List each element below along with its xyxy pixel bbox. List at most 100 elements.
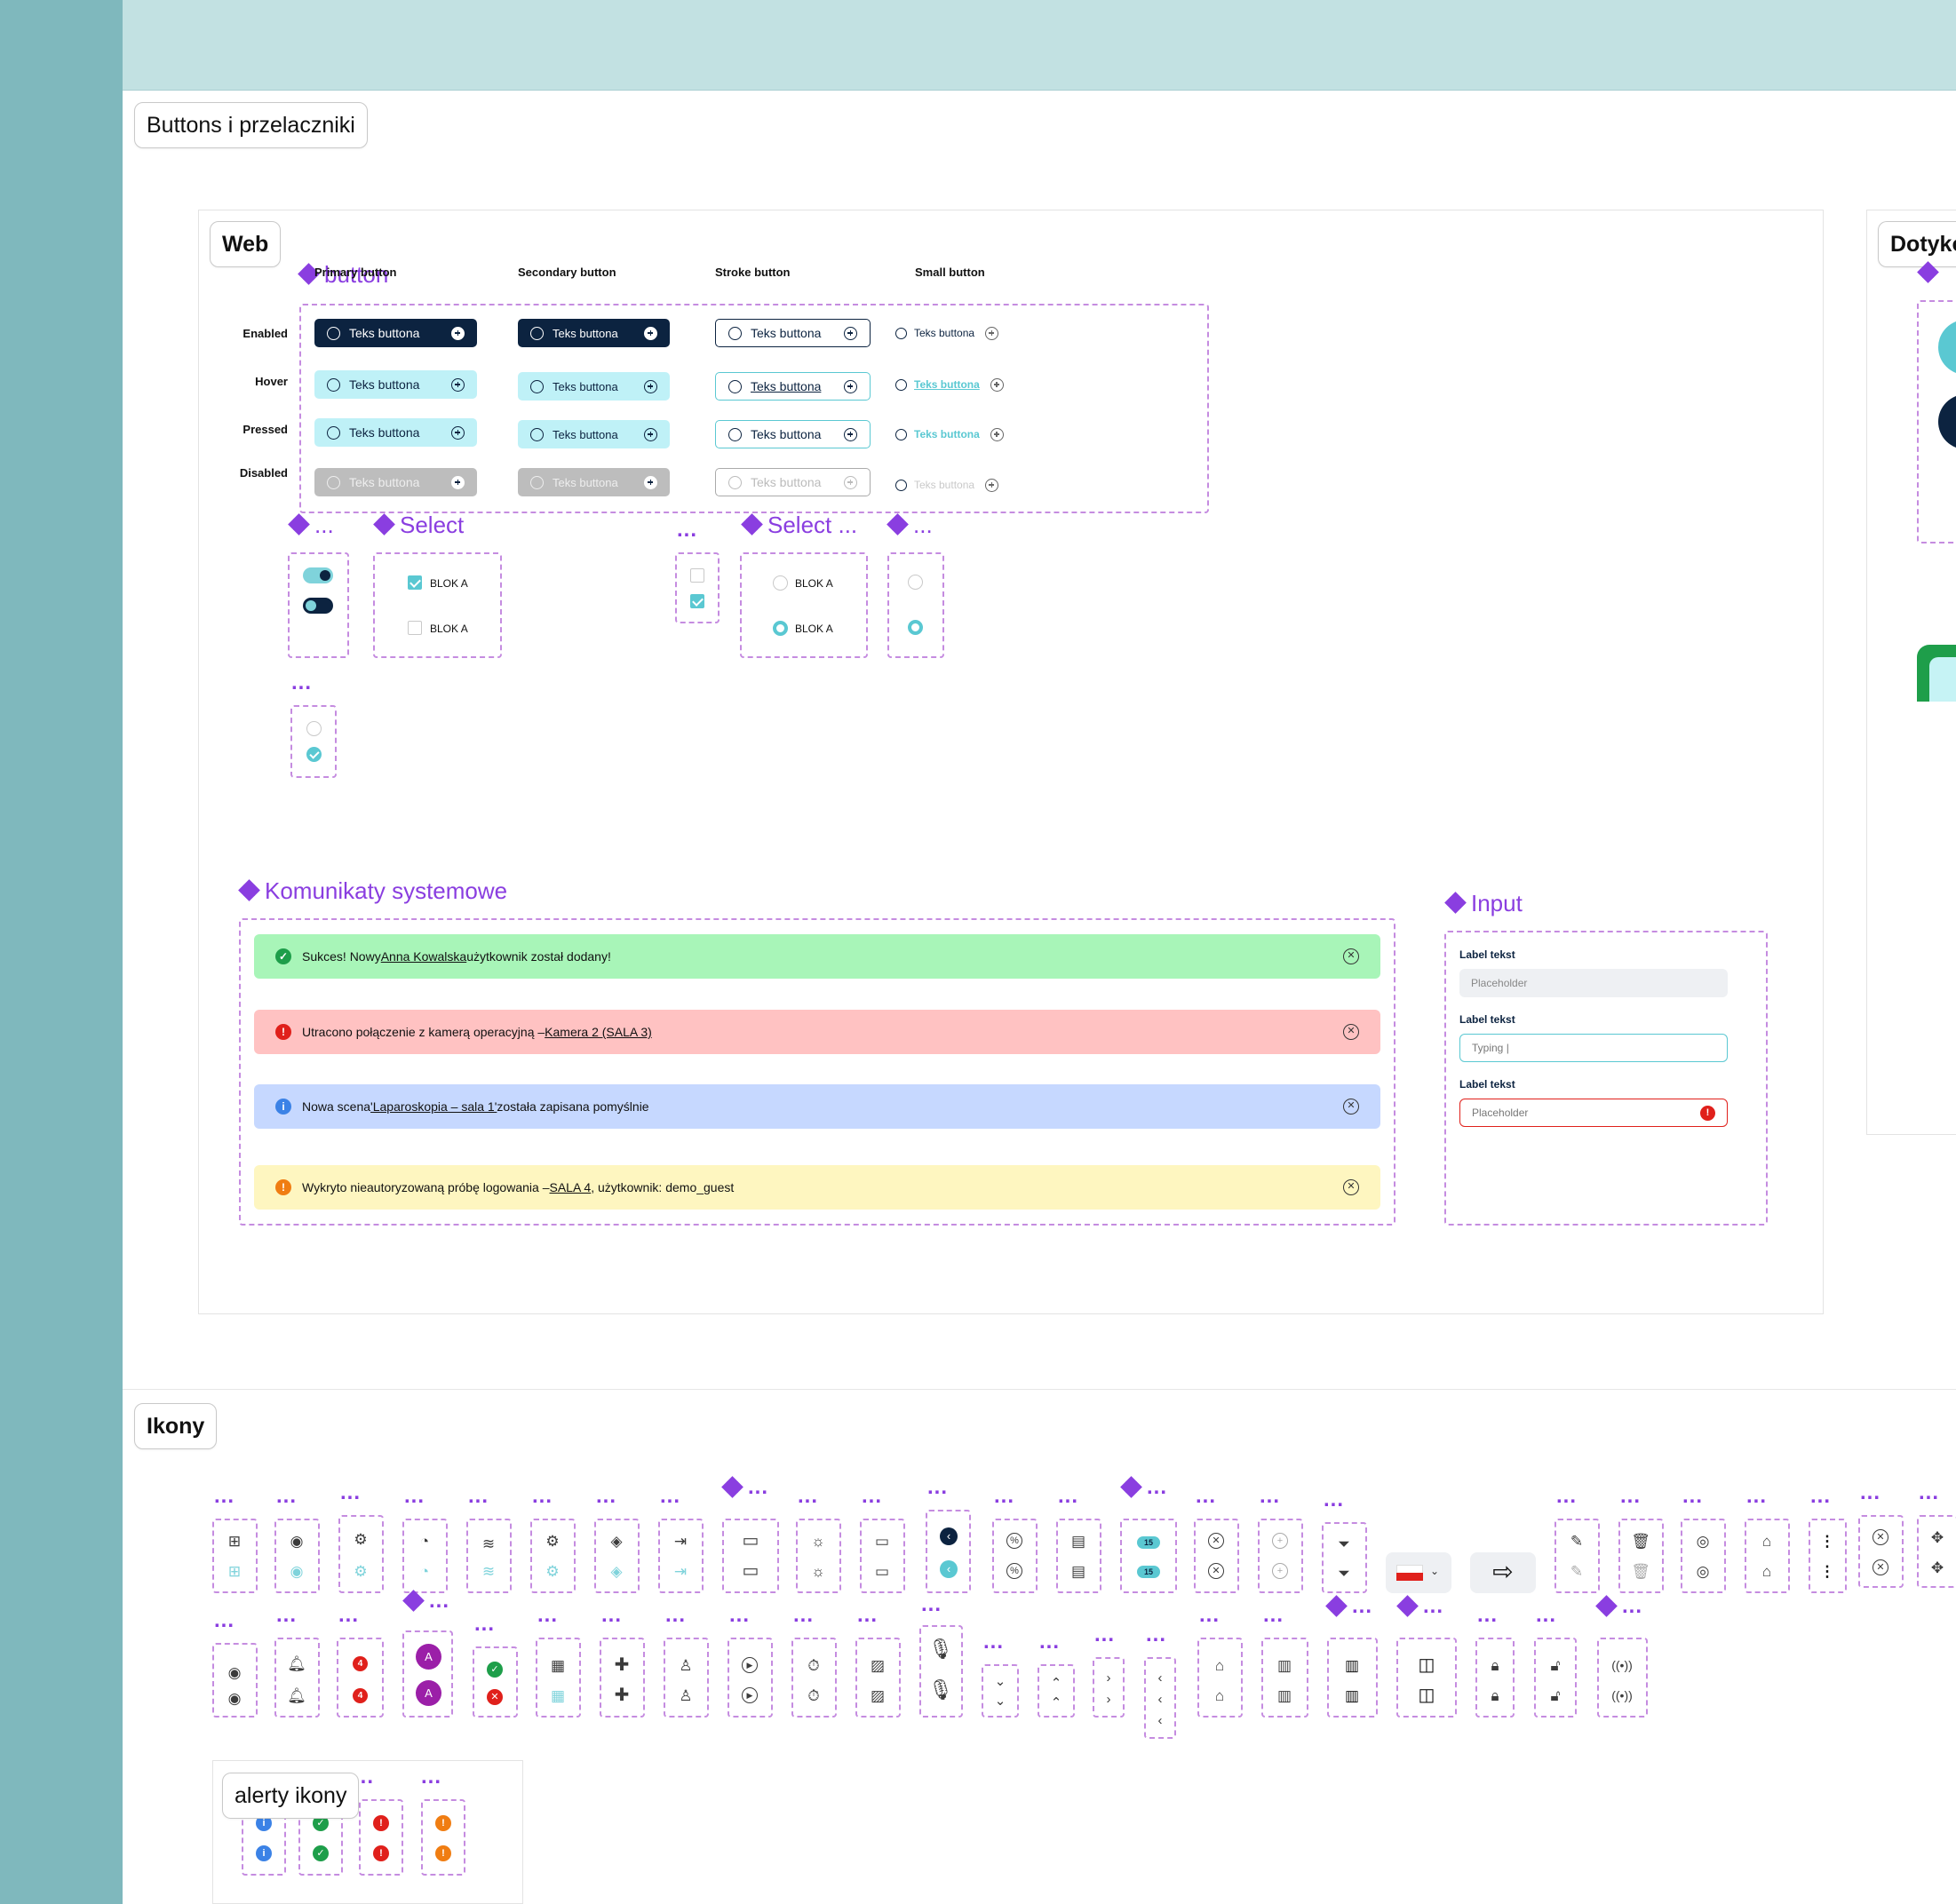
video-camera-icon[interactable]: ▭: [742, 1531, 759, 1551]
primary-button-hover[interactable]: Teks buttona: [314, 370, 477, 399]
layout-columns-icon[interactable]: ▥: [1344, 1656, 1360, 1674]
primary-button-pressed[interactable]: Teks buttona: [314, 418, 477, 447]
target-icon[interactable]: ◎: [1696, 1562, 1710, 1580]
toggle-on[interactable]: [303, 567, 333, 583]
stroke-button-disabled[interactable]: Teks buttona: [715, 468, 871, 496]
close-circle-icon[interactable]: ✕: [1208, 1533, 1224, 1549]
checkbox-checked[interactable]: [690, 594, 704, 608]
back-icon[interactable]: ‹: [940, 1527, 958, 1545]
close-icon[interactable]: ✕: [1343, 948, 1359, 964]
more-vertical-icon[interactable]: ⋮: [1819, 1532, 1835, 1550]
gear-icon[interactable]: ⚙: [545, 1532, 560, 1550]
save-icon[interactable]: ▤: [1070, 1562, 1086, 1580]
timer-icon[interactable]: ⏱: [807, 1686, 820, 1704]
radio-unselected[interactable]: [306, 721, 322, 736]
unlock-icon[interactable]: 🔓︎: [1550, 1686, 1561, 1704]
medical-cross-icon[interactable]: ✚: [614, 1686, 630, 1705]
columns-icon[interactable]: ▥: [1276, 1686, 1292, 1704]
microphone-icon[interactable]: 🎙︎: [928, 1678, 953, 1701]
input-default[interactable]: Placeholder: [1459, 969, 1728, 997]
broadcast-icon[interactable]: ((•)): [1611, 1688, 1633, 1702]
percent-icon[interactable]: %: [1006, 1563, 1022, 1579]
gear-icon[interactable]: ⚙: [545, 1562, 560, 1580]
chevron-up-icon[interactable]: ⌃: [1050, 1675, 1062, 1691]
surgical-lamp-icon[interactable]: ☼: [811, 1562, 825, 1580]
small-button-hover[interactable]: Teks buttona: [895, 376, 1011, 393]
calendar-icon[interactable]: ▦: [550, 1656, 566, 1674]
avatar[interactable]: A: [416, 1680, 441, 1706]
medical-cross-icon[interactable]: ✚: [614, 1655, 630, 1675]
login-icon[interactable]: ⇥: [673, 1562, 688, 1580]
chevron-up-icon[interactable]: ⌃: [1050, 1694, 1062, 1710]
add-circle-icon[interactable]: +: [1272, 1533, 1288, 1549]
chevron-left-icon[interactable]: ‹: [1157, 1691, 1163, 1707]
eye-icon[interactable]: ◉: [227, 1689, 242, 1707]
home-settings-icon[interactable]: ⌂: [1761, 1562, 1772, 1580]
filter-icon[interactable]: ⏷: [1338, 1535, 1350, 1552]
monitor-icon[interactable]: ▭: [874, 1532, 890, 1550]
video-camera-icon[interactable]: ▭: [742, 1561, 759, 1581]
input-typing[interactable]: Typing |: [1459, 1034, 1728, 1062]
image-icon[interactable]: ▨: [870, 1656, 886, 1674]
image-icon[interactable]: ▨: [870, 1686, 886, 1704]
pie-chart-icon[interactable]: ◔: [419, 1532, 430, 1550]
checkbox-unchecked[interactable]: [690, 568, 704, 583]
radio-unselected[interactable]: [908, 575, 923, 590]
home-icon[interactable]: ⌂: [1214, 1686, 1225, 1704]
radio-checked-icon[interactable]: [306, 747, 322, 762]
doctor-icon[interactable]: ♙: [679, 1656, 693, 1674]
filter-icon[interactable]: ⏷: [1338, 1564, 1350, 1582]
small-button-enabled[interactable]: Teks buttona: [895, 324, 1011, 342]
layers-icon[interactable]: ≋: [481, 1562, 496, 1580]
stroke-button-enabled[interactable]: Teks buttona: [715, 319, 871, 347]
checkbox-checked[interactable]: [408, 575, 422, 590]
close-icon[interactable]: ✕: [1343, 1024, 1359, 1040]
play-icon[interactable]: ▶: [742, 1657, 758, 1673]
direction-icon[interactable]: ◈: [610, 1562, 623, 1580]
close-circle-icon[interactable]: ✕: [1208, 1563, 1224, 1579]
user-settings-icon[interactable]: ⚙: [354, 1562, 368, 1580]
avatar[interactable]: A: [416, 1644, 441, 1670]
user-settings-icon[interactable]: ⚙: [354, 1530, 368, 1548]
layout-columns-icon[interactable]: ▥: [1344, 1686, 1360, 1704]
surgical-lamp-icon[interactable]: ☼: [811, 1532, 825, 1550]
pie-chart-icon[interactable]: ◔: [419, 1562, 430, 1580]
microphone-icon[interactable]: 🎙︎: [928, 1638, 953, 1660]
stroke-button-pressed[interactable]: Teks buttona: [715, 420, 871, 448]
alert-link[interactable]: Anna Kowalska: [380, 949, 467, 964]
chevron-right-icon[interactable]: ›: [1106, 1691, 1111, 1707]
more-vertical-icon[interactable]: ⋮: [1819, 1562, 1835, 1580]
timer-icon[interactable]: ⏱: [807, 1656, 820, 1674]
radio-unselected[interactable]: [773, 575, 788, 591]
chevron-left-icon[interactable]: ‹: [1157, 1712, 1163, 1728]
broadcast-icon[interactable]: ((•)): [1611, 1658, 1633, 1672]
doctor-icon[interactable]: ♙: [679, 1686, 693, 1704]
save-icon[interactable]: ▤: [1070, 1532, 1086, 1550]
secondary-button-hover[interactable]: Teks buttona: [518, 372, 670, 401]
home-settings-icon[interactable]: ⌂: [1761, 1532, 1772, 1550]
chevron-down-icon[interactable]: ⌄: [994, 1693, 1006, 1709]
alert-link[interactable]: 'Laparoskopia – sala 1': [370, 1099, 497, 1114]
direction-icon[interactable]: ◈: [610, 1532, 623, 1550]
lock-icon[interactable]: 🔒︎: [1491, 1656, 1499, 1674]
split-layout-icon[interactable]: ◫: [1418, 1655, 1435, 1675]
user-icon[interactable]: ◉: [290, 1532, 304, 1550]
chevron-left-icon[interactable]: ‹: [1157, 1670, 1163, 1686]
unlock-icon[interactable]: 🔓︎: [1550, 1656, 1561, 1674]
chevron-down-icon[interactable]: ⌄: [994, 1673, 1006, 1689]
layers-icon[interactable]: ≋: [481, 1535, 496, 1552]
grid-icon[interactable]: ⊞: [227, 1532, 242, 1550]
chevron-right-icon[interactable]: ›: [1106, 1670, 1111, 1686]
split-layout-icon[interactable]: ◫: [1418, 1686, 1435, 1705]
alert-link[interactable]: Kamera 2 (SALA 3): [545, 1025, 652, 1039]
pencil-icon[interactable]: ✎: [1570, 1532, 1584, 1550]
add-circle-icon[interactable]: +: [1272, 1563, 1288, 1579]
columns-icon[interactable]: ▥: [1276, 1656, 1292, 1674]
small-button-pressed[interactable]: Teks buttona: [895, 425, 1011, 443]
bell-icon[interactable]: 🔔︎: [287, 1654, 306, 1672]
radio-selected[interactable]: [908, 620, 923, 635]
monitor-icon[interactable]: ▭: [874, 1562, 890, 1580]
primary-button-disabled[interactable]: Teks buttona: [314, 468, 477, 496]
touch-button-navy[interactable]: [1938, 394, 1956, 449]
close-icon[interactable]: ✕: [1343, 1099, 1359, 1115]
